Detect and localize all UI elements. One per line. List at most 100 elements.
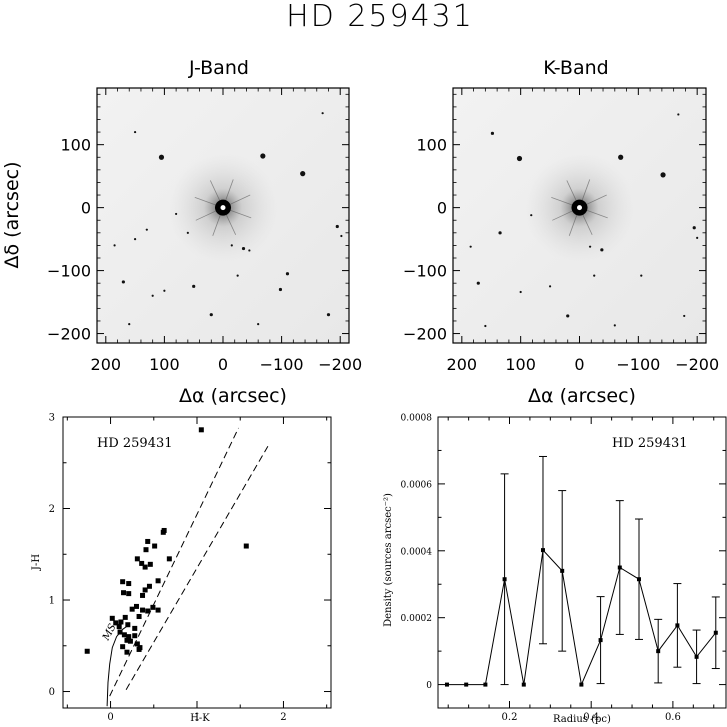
source-point [696,236,699,239]
source-point [660,172,666,178]
source-point [151,294,154,297]
data-point [126,634,132,640]
data-point [198,427,204,433]
data-point [84,648,90,654]
data-point [124,637,130,643]
x-tick-label: 1 [194,712,200,723]
source-point [588,245,592,248]
source-point [476,281,480,285]
data-point [145,538,151,544]
source-point [683,314,686,318]
x-tick-label: 2 [280,712,286,723]
source-point [469,245,472,248]
y-tick-label: 1 [49,596,55,607]
data-point [598,638,603,643]
data-point [126,591,132,597]
source-point [335,224,339,229]
y-tick-label: 0 [426,681,432,691]
source-point [230,244,233,247]
density-title: HD 259431 [612,436,688,451]
x-tick-label: 100 [505,355,536,374]
source-point [613,324,616,327]
data-point [124,649,130,655]
data-point [125,622,131,628]
source-point [133,238,137,241]
source-point [516,155,523,162]
j-band-panel: J-Band 200 100 0 −100 −200 100 0 −100 −200 Δα (a… [1,57,362,407]
y-tick-label: 0.0002 [401,614,433,624]
x-tick-label: −100 [260,355,304,374]
color-color-y-label: J-H [31,554,42,571]
source-point [121,280,125,284]
density-x-label: Radius (pc) [553,714,611,725]
data-point [166,556,172,562]
source-point [498,231,502,235]
source-point [248,249,251,252]
reddening-band-line [109,427,239,697]
data-point [579,682,584,687]
source-point [677,113,680,116]
data-point [142,564,148,570]
data-point [155,607,161,613]
data-point [113,620,119,626]
data-point [617,565,622,570]
source-point [186,231,189,234]
data-point [127,638,133,644]
source-point [519,290,522,294]
source-point [618,154,624,160]
k-band-sources [469,113,699,328]
k-band-panel: K-Band 200 100 0 −100 −200 100 0 −100 −200 Δα (a… [403,57,719,407]
data-point [713,630,718,635]
y-tick-label: −200 [47,325,91,344]
y-tick-label: 0.0006 [401,480,433,490]
source-point [530,214,533,217]
density-line [447,548,717,687]
y-tick-label: 100 [60,136,91,155]
source-point [490,131,495,135]
data-point [120,644,126,650]
density-series [444,455,720,687]
data-point [140,607,146,613]
x-tick-label: 0.2 [502,712,518,723]
j-band-axes: 200 100 0 −100 −200 100 0 −100 −200 [47,88,362,374]
source-point [484,324,487,328]
source-point [600,248,604,252]
data-point [150,604,156,610]
source-point [340,234,343,238]
color-color-frame [62,416,332,709]
data-point [147,561,153,567]
data-point [155,578,161,584]
density-panel: 0.2 0.4 0.6 0 0.0002 0.0004 0.0006 0.0008 HD 25… [383,414,727,725]
source-point [260,153,266,159]
y-tick-label: 0 [437,199,447,218]
x-tick-label: 200 [447,355,478,374]
j-band-title: J-Band [188,57,249,79]
source-point [285,272,290,276]
source-point [566,314,570,318]
data-point [636,577,641,582]
data-point [521,682,526,687]
y-tick-label: 0.0004 [401,547,433,557]
y-tick-label: 0 [81,199,91,218]
reddening-band-line [125,446,269,690]
source-point [113,244,116,247]
source-point [326,313,331,317]
color-color-lines [106,427,269,707]
k-band-title: K-Band [543,57,608,79]
data-point [160,529,166,535]
j-band-y-label: Δδ (arcsec) [1,161,23,268]
y-tick-label: −100 [47,262,91,281]
data-point [483,682,488,687]
data-point [143,547,149,553]
y-tick-label: 100 [416,136,447,155]
central-star-core [577,205,582,211]
source-point [133,130,137,134]
data-point [145,608,151,614]
data-point [122,614,128,620]
source-point [236,274,239,277]
source-point [257,323,260,326]
j-band-x-label: Δα (arcsec) [179,385,287,407]
data-point [132,625,138,631]
data-point [121,590,127,596]
